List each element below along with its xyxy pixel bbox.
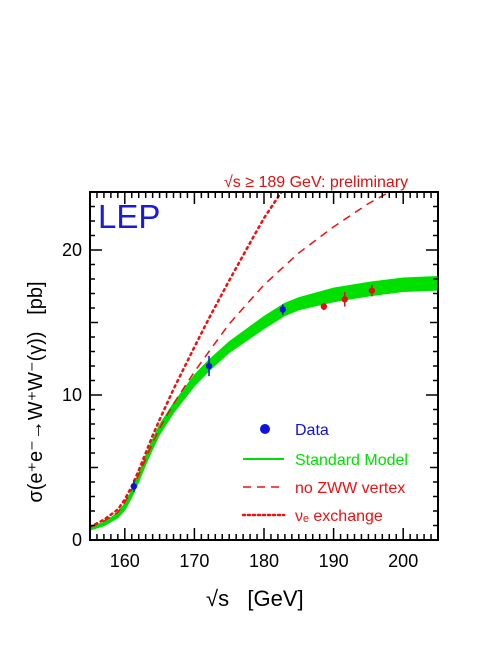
y-tick-label: 10 (62, 385, 82, 405)
legend-label-no-zww: no ZWW vertex (295, 480, 405, 497)
x-tick-label: 200 (388, 551, 418, 571)
x-tick-label: 170 (179, 551, 209, 571)
panel-label: LEP (98, 198, 160, 235)
preliminary-note: √s ≥ 189 GeV: preliminary (224, 174, 408, 191)
data-point (320, 303, 328, 310)
x-tick-label: 160 (110, 551, 140, 571)
legend-label-data: Data (295, 422, 329, 439)
legend-label-standard-model: Standard Model (295, 452, 408, 469)
axis-ticks-layer: 160 170 180 190 200 0 10 20 (62, 191, 439, 571)
legend-data-marker (260, 424, 270, 434)
curves-layer (90, 192, 438, 531)
standard-model-band (90, 276, 438, 531)
no-zww-vertex-curve (90, 192, 390, 528)
legend: Data Standard Model no ZWW vertex νₑ exc… (241, 422, 408, 525)
data-point (205, 362, 213, 370)
y-tick-label: 0 (72, 530, 82, 550)
legend-label-nue-exchange: νₑ exchange (295, 508, 383, 525)
x-tick-label: 190 (319, 551, 349, 571)
x-axis-label: √s [GeV] (206, 586, 304, 611)
data-point (130, 483, 138, 490)
nue-exchange-curve (90, 192, 283, 529)
y-tick-label: 20 (62, 240, 82, 260)
data-point (368, 287, 376, 294)
x-tick-label: 180 (249, 551, 279, 571)
y-axis-label: σ(e⁺e⁻→W⁺W⁻(γ)) [pb] (25, 281, 47, 502)
data-points-layer (130, 284, 376, 493)
data-point (341, 296, 348, 303)
data-point (279, 306, 286, 313)
